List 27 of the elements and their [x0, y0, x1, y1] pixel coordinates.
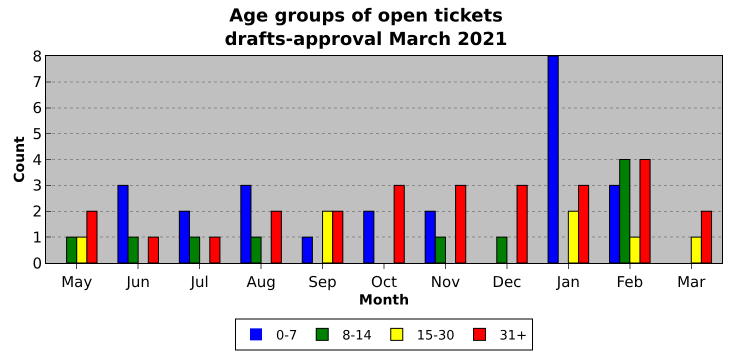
y-tick-label: 7 — [32, 73, 42, 92]
y-tick-label: 4 — [32, 150, 42, 169]
y-tick-label: 5 — [32, 124, 42, 143]
legend-label: 31+ — [500, 328, 527, 344]
y-tick-label: 3 — [32, 176, 42, 195]
x-tick-label: Dec — [492, 273, 522, 291]
x-axis-title: Month — [358, 292, 410, 308]
x-tick-label: May — [61, 273, 92, 291]
y-axis-title: Count — [12, 136, 28, 183]
y-tick-label: 6 — [32, 99, 42, 117]
y-tick-label: 1 — [32, 228, 42, 246]
x-tick-label: Mar — [677, 273, 706, 291]
legend-label: 15-30 — [416, 328, 455, 344]
y-tick-label: 0 — [32, 254, 42, 272]
x-tick-label: Aug — [246, 273, 276, 291]
chart-title: Age groups of open tickets drafts-approval March 2021 — [224, 6, 508, 50]
x-tick-label: Nov — [430, 273, 460, 291]
x-tick-label: Oct — [371, 273, 398, 291]
y-tick-label: 8 — [32, 47, 42, 66]
x-tick-label: Jul — [190, 273, 209, 291]
x-tick-label: Sep — [308, 273, 337, 291]
x-tick-label: Jun — [125, 273, 150, 291]
x-tick-label: Jan — [556, 273, 580, 291]
legend-label: 8-14 — [342, 328, 372, 344]
x-tick-label: Feb — [616, 273, 644, 291]
legend-label: 0-7 — [276, 328, 298, 344]
y-tick-label: 2 — [32, 202, 42, 220]
